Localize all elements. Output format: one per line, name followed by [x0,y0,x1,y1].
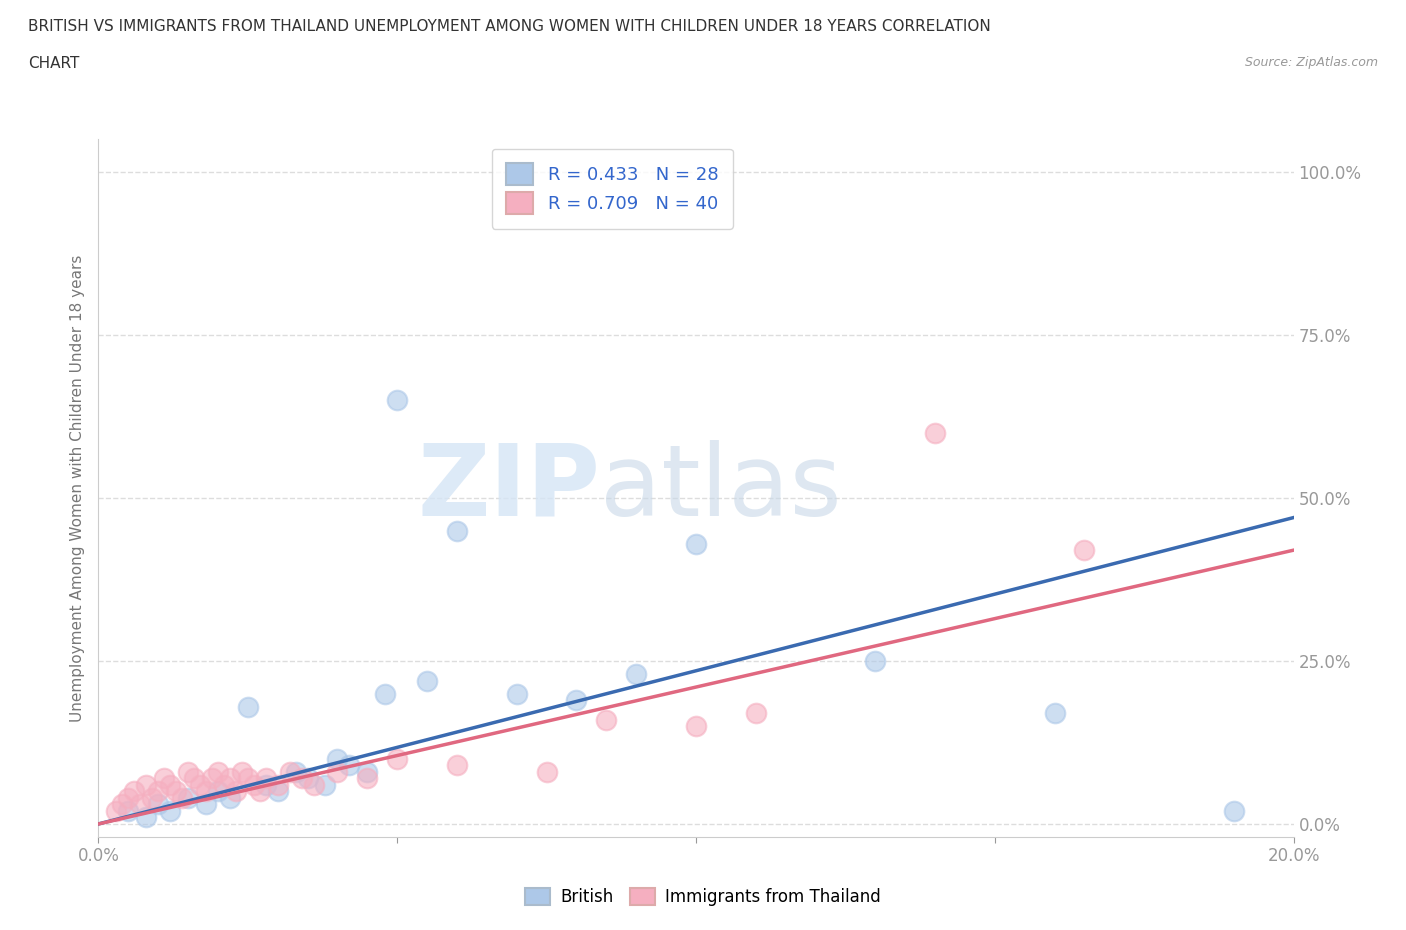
Point [1223,804,1246,818]
Point [315,777,337,792]
Text: atlas: atlas [600,440,842,537]
Point [153,771,176,786]
Point [254,777,277,792]
Text: Source: ZipAtlas.com: Source: ZipAtlas.com [1244,56,1378,69]
Point [148,784,170,799]
Point [177,764,200,779]
Point [243,777,266,792]
Point [565,693,588,708]
Point [924,425,946,440]
Point [356,771,378,786]
Point [159,804,181,818]
Point [385,392,409,407]
Point [446,758,468,773]
Point [1043,706,1066,721]
Point [685,537,707,551]
Point [183,771,205,786]
Point [124,784,146,799]
Point [225,784,247,799]
Point [254,771,277,786]
Point [135,777,157,792]
Point [284,764,307,779]
Point [141,790,163,805]
Point [207,784,229,799]
Point [536,764,558,779]
Point [416,673,439,688]
Point [194,797,218,812]
Point [201,771,224,786]
Point [194,784,218,799]
Point [219,790,242,805]
Point [188,777,211,792]
Point [865,654,887,669]
Point [595,712,617,727]
Point [506,686,529,701]
Point [297,771,319,786]
Point [290,771,312,786]
Point [105,804,128,818]
Point [236,699,259,714]
Point [135,810,157,825]
Legend: R = 0.433   N = 28, R = 0.709   N = 40: R = 0.433 N = 28, R = 0.709 N = 40 [492,149,733,229]
Point [165,784,187,799]
Point [267,784,290,799]
Point [339,758,360,773]
Legend: British, Immigrants from Thailand: British, Immigrants from Thailand [519,881,887,912]
Point [148,797,170,812]
Point [326,764,349,779]
Point [212,777,235,792]
Text: BRITISH VS IMMIGRANTS FROM THAILAND UNEMPLOYMENT AMONG WOMEN WITH CHILDREN UNDER: BRITISH VS IMMIGRANTS FROM THAILAND UNEM… [28,19,991,33]
Point [231,764,253,779]
Point [685,719,707,734]
Point [267,777,290,792]
Point [249,784,271,799]
Point [117,790,139,805]
Point [172,790,194,805]
Point [159,777,181,792]
Point [111,797,134,812]
Point [326,751,349,766]
Point [374,686,396,701]
Point [219,771,242,786]
Point [117,804,139,818]
Point [745,706,768,721]
Point [207,764,229,779]
Point [302,777,325,792]
Point [624,667,647,682]
Text: ZIP: ZIP [418,440,600,537]
Point [1073,543,1095,558]
Point [356,764,378,779]
Y-axis label: Unemployment Among Women with Children Under 18 years: Unemployment Among Women with Children U… [69,255,84,722]
Point [129,797,152,812]
Text: CHART: CHART [28,56,80,71]
Point [236,771,259,786]
Point [177,790,200,805]
Point [446,524,468,538]
Point [385,751,409,766]
Point [278,764,301,779]
